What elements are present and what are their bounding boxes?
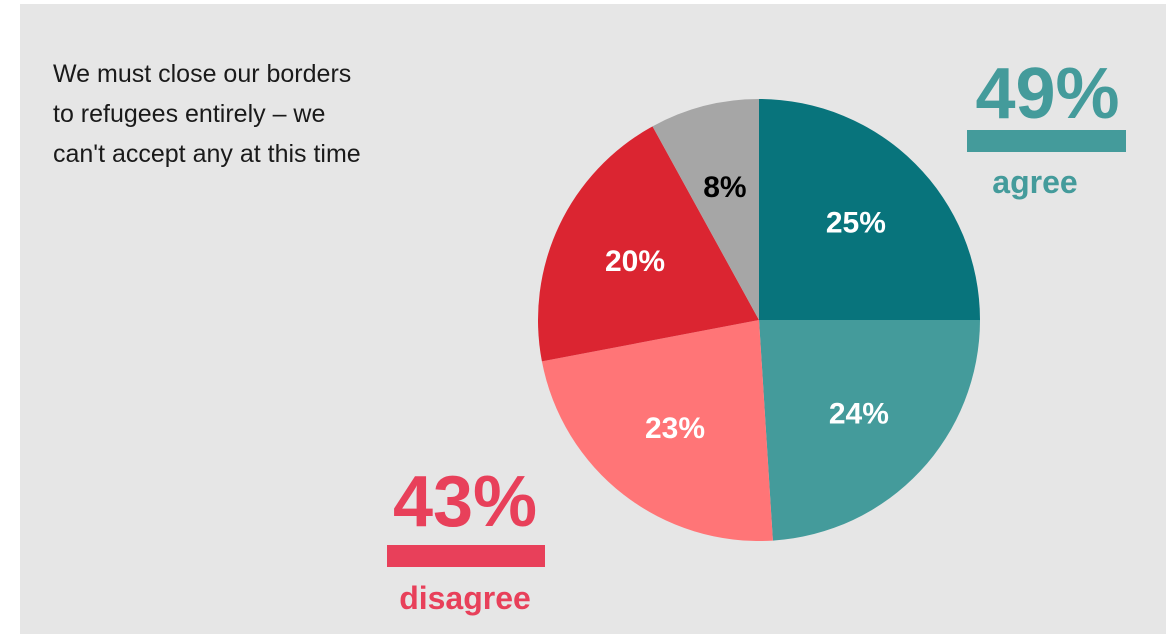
pie-slice [652, 99, 759, 320]
agree-underline [967, 130, 1126, 152]
pie-slice-labels: 25% 24% 23% 20% 8% [605, 171, 889, 445]
disagree-label: disagree [399, 580, 531, 616]
pie-slice-label: 8% [703, 171, 746, 204]
pie-slice [759, 320, 980, 541]
survey-statement: We must close our borders to refugees en… [53, 54, 473, 174]
disagree-total: 43% [392, 462, 538, 542]
pie-slice [541, 320, 773, 541]
pie-slice [759, 99, 980, 320]
agree-total: 49% [975, 54, 1120, 134]
disagree-underline [387, 545, 545, 567]
pie-slice-label: 23% [645, 412, 705, 445]
pie-slice-label: 25% [826, 207, 886, 240]
statement-line-3: can't accept any at this time [53, 140, 361, 168]
pie-slices [538, 99, 980, 541]
pie-slice-label: 20% [605, 245, 665, 278]
statement-line-1: We must close our borders [53, 60, 352, 88]
pie-slice-label: 24% [829, 397, 889, 430]
statement-line-2: to refugees entirely – we [53, 100, 326, 128]
agree-label: agree [992, 164, 1078, 200]
pie-slice [538, 126, 759, 362]
